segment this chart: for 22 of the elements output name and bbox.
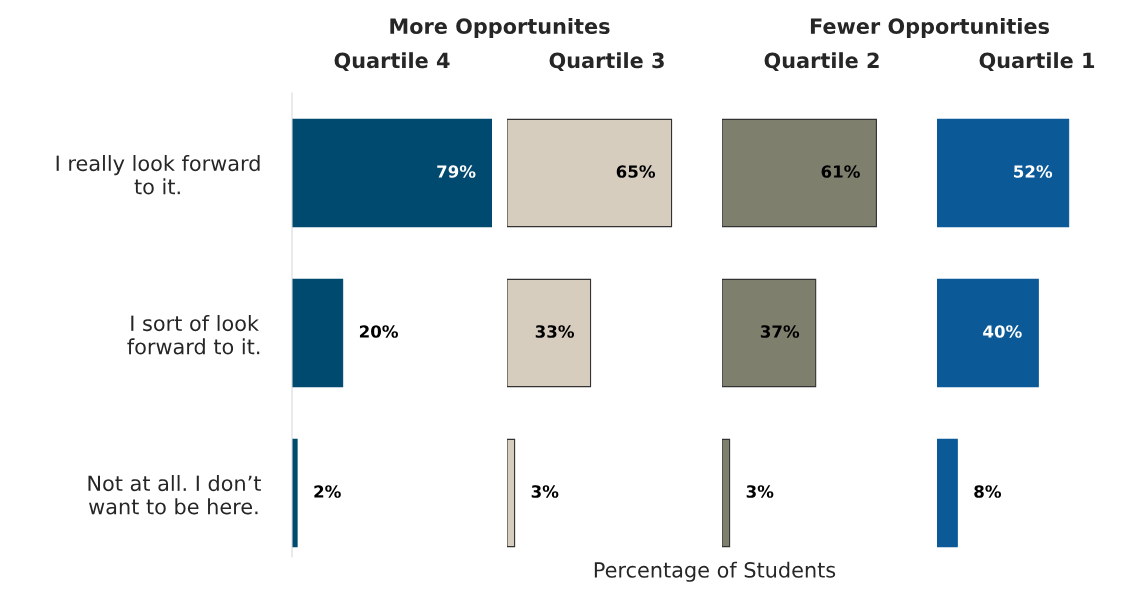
data-label: 2% <box>314 485 341 498</box>
data-label: 20% <box>359 325 398 338</box>
data-label: 61% <box>821 165 860 178</box>
y-tick-label: I really look forward to it. <box>56 155 260 195</box>
chart-title: Quartile 2 <box>764 52 879 72</box>
x-axis-title: Percentage of Students <box>594 561 836 582</box>
data-label: 79% <box>437 165 476 178</box>
data-label: 3% <box>531 485 559 498</box>
data-label: 3% <box>746 485 774 498</box>
y-tick-label: I sort of look forward to it. <box>127 315 260 355</box>
data-label: 33% <box>535 325 575 338</box>
data-label: 37% <box>760 325 800 338</box>
chart-title: Quartile 1 <box>979 52 1095 72</box>
text: More Opportunites <box>390 17 610 39</box>
chart-title: Quartile 4 <box>334 52 450 72</box>
data-label: 8% <box>974 485 1002 498</box>
text: Fewer Opportunities <box>810 17 1049 39</box>
y-tick-label: Not at all. I don’t want to be here. <box>88 475 261 515</box>
data-label: 65% <box>616 165 656 178</box>
data-label: 52% <box>1014 165 1053 178</box>
data-label: 40% <box>983 325 1022 338</box>
chart-title: Quartile 3 <box>549 52 664 72</box>
